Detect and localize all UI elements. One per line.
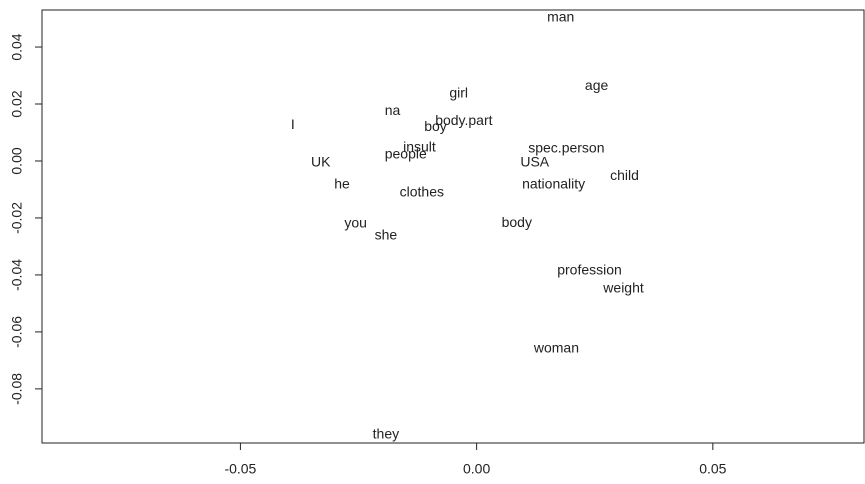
point-label: he — [334, 176, 350, 192]
x-tick-label: -0.05 — [224, 461, 256, 477]
point-label: insult — [403, 139, 436, 155]
y-tick-label: -0.02 — [9, 202, 25, 234]
point-label: profession — [557, 262, 622, 278]
y-tick-label: -0.04 — [9, 259, 25, 291]
point-label: girl — [449, 85, 468, 101]
y-tick-label: 0.04 — [9, 33, 25, 60]
point-label: nationality — [522, 176, 585, 192]
point-label: she — [375, 227, 398, 243]
x-tick-label: 0.05 — [699, 461, 726, 477]
point-label: UK — [311, 154, 331, 170]
point-label: weight — [602, 280, 644, 296]
y-tick-label: 0.02 — [9, 90, 25, 117]
point-label: woman — [533, 340, 579, 356]
point-label: clothes — [400, 184, 444, 200]
point-label: I — [291, 116, 295, 132]
point-label: boy — [424, 118, 447, 134]
y-tick-label: -0.06 — [9, 316, 25, 348]
point-label: spec.person — [528, 140, 604, 156]
point-label: age — [585, 77, 609, 93]
point-label: child — [610, 167, 639, 183]
point-label: people — [385, 146, 427, 162]
y-tick-label: 0.00 — [9, 147, 25, 174]
point-label: USA — [520, 154, 549, 170]
point-label: na — [385, 102, 401, 118]
point-label: body — [502, 214, 532, 230]
point-label: you — [344, 215, 367, 231]
point-label: man — [547, 9, 574, 25]
y-tick-label: -0.08 — [9, 373, 25, 405]
plot-frame — [41, 9, 865, 444]
point-label: they — [373, 425, 399, 441]
x-tick-label: 0.00 — [463, 461, 490, 477]
point-label: body.part — [435, 112, 492, 128]
